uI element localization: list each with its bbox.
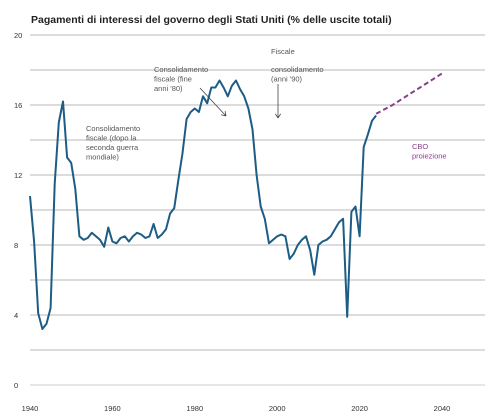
annotations: Consolidamento fiscale (dopo la seconda gu…: [86, 47, 447, 162]
annotation-line: fiscale (fine: [154, 75, 192, 84]
annotation-3: Fiscale: [271, 47, 295, 56]
x-tick-label: 1940: [22, 404, 39, 413]
annotation-4: consolidamento (anni '90): [271, 65, 324, 84]
annotation-line: (anni '90): [271, 75, 303, 84]
y-axis: 0 4 8 12 16 20: [14, 31, 22, 390]
series-line-projection: [375, 72, 443, 115]
annotation-line: consolidamento: [271, 65, 324, 74]
annotation-2: Consolidamento fiscale (fine anni '80): [154, 65, 208, 93]
annotation-line: mondiale): [86, 153, 119, 162]
annotation-arrow: [274, 84, 282, 119]
annotation-line: proiezione: [412, 152, 447, 161]
x-tick-label: 2020: [351, 404, 368, 413]
annotation-line: anni '80): [154, 84, 183, 93]
annotation-line: fiscale (dopo la: [86, 134, 137, 143]
y-tick-label: 4: [14, 311, 18, 320]
gridlines: [30, 34, 485, 351]
annotation-line: CBO: [412, 142, 428, 151]
annotation-arrow: [199, 87, 227, 117]
annotation-line: Fiscale: [271, 47, 295, 56]
annotation-line: Consolidamento: [154, 65, 208, 74]
annotation-line: seconda guerra: [86, 143, 139, 152]
x-tick-label: 1980: [186, 404, 203, 413]
y-tick-label: 8: [14, 241, 18, 250]
x-tick-label: 2000: [269, 404, 286, 413]
series-group: [29, 72, 443, 330]
y-tick-label: 20: [14, 31, 22, 40]
y-tick-label: 16: [14, 101, 22, 110]
annotation-1: Consolidamento fiscale (dopo la seconda gu…: [86, 124, 140, 162]
y-tick-label: 0: [14, 381, 18, 390]
chart-title: Pagamenti di interessi del governo degli…: [31, 14, 392, 26]
x-tick-label: 2040: [434, 404, 451, 413]
series-line-historical: [29, 79, 377, 330]
annotation-5: CBO proiezione: [412, 142, 447, 161]
annotation-line: Consolidamento: [86, 124, 140, 133]
y-tick-label: 12: [14, 171, 22, 180]
x-tick-label: 1960: [104, 404, 121, 413]
x-axis: 1940 1960 1980 2000 2020 2040: [22, 384, 485, 413]
